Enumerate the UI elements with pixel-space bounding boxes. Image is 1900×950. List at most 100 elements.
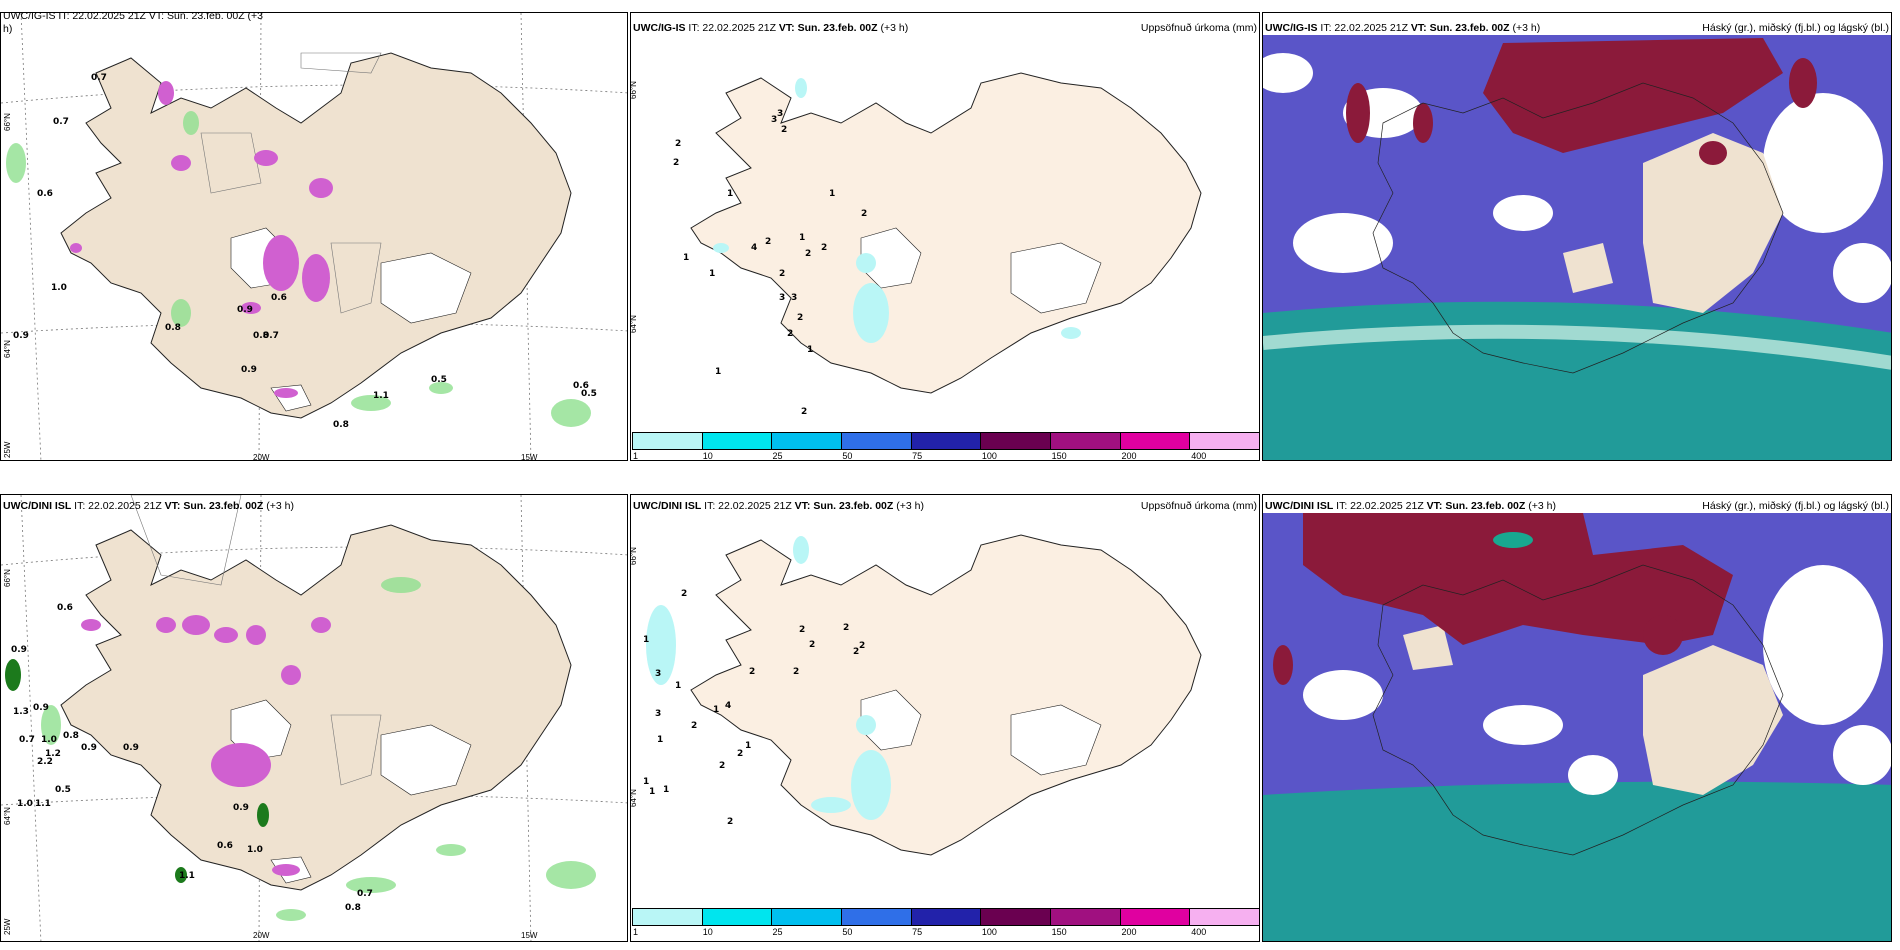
map-value-label: 2 — [749, 667, 756, 677]
panel-bottom-middle-precip: UWC/DINI ISL IT: 22.02.2025 21Z VT: Sun.… — [630, 494, 1260, 942]
iceland-land — [60, 52, 572, 419]
colorbar-tick-label: 10 — [702, 927, 713, 937]
map-value-label: 0.9 — [11, 645, 27, 655]
map-value-label: 1 — [643, 635, 650, 645]
map-value-label: 2 — [765, 237, 772, 247]
map-value-label: 1.0 — [17, 799, 33, 809]
map-value-label: 1 — [745, 741, 752, 751]
map-value-label: 1 — [713, 705, 720, 715]
map-value-label: 0.6 — [37, 189, 53, 199]
map-value-label: 1 — [643, 777, 650, 787]
colorbar-tick-label: 50 — [842, 451, 853, 461]
map-value-label: 2 — [801, 407, 808, 417]
map-value-label: 2 — [805, 249, 812, 259]
map-value-label: 2 — [673, 158, 680, 168]
panel-top-middle-precip: UWC/IG-IS IT: 22.02.2025 21Z VT: Sun. 23… — [630, 12, 1260, 461]
map-bottom-right — [1263, 513, 1891, 941]
map-value-label: 1.0 — [41, 735, 57, 745]
lon-label-20: 20W — [253, 453, 270, 461]
top-middle-header: UWC/IG-IS IT: 22.02.2025 21Z VT: Sun. 23… — [633, 22, 909, 34]
map-value-label: 1 — [663, 785, 670, 795]
map-value-label: 0.9 — [233, 803, 249, 813]
colorbar-segment — [911, 909, 982, 925]
colorbar-tick-label: 1 — [633, 927, 639, 937]
colorbar-tick-label: 10 — [702, 451, 713, 461]
bottom-middle-header: UWC/DINI ISL IT: 22.02.2025 21Z VT: Sun.… — [633, 500, 924, 512]
map-value-label: 0.6 — [57, 603, 73, 613]
map-value-label: 1 — [709, 269, 716, 279]
map-value-label: 0.5 — [581, 389, 597, 399]
lon-label-25: 25W — [3, 441, 12, 458]
map-value-label: 1.1 — [179, 871, 195, 881]
lon-label-20b: 20W — [253, 931, 270, 940]
map-value-label: 1 — [675, 681, 682, 691]
map-value-label: 2 — [781, 125, 788, 135]
colorbar-tick-label: 150 — [1051, 927, 1067, 937]
map-value-label: 1 — [829, 189, 836, 199]
map-value-label: 1.2 — [45, 749, 61, 759]
map-value-label: 1 — [799, 233, 806, 243]
map-value-label: 0.7 — [91, 73, 107, 83]
map-value-label: 3 — [777, 109, 784, 119]
bottom-right-header: UWC/DINI ISL IT: 22.02.2025 21Z VT: Sun.… — [1265, 500, 1556, 512]
colorbar-tick-label: 1 — [633, 451, 639, 461]
colorbar-tick-label: 75 — [912, 451, 923, 461]
colorbar-tick-label: 50 — [842, 927, 853, 937]
map-value-label: 0.9 — [123, 743, 139, 753]
colorbar-segment — [842, 433, 912, 449]
map-value-label: 0.6 — [573, 381, 589, 391]
map-value-label: 1.1 — [35, 799, 51, 809]
map-value-label: 2 — [793, 667, 800, 677]
lat-label-66b: 66°N — [3, 569, 12, 587]
bottom-right-title: Háský (gr.), miðský (fj.bl.) og lágský (… — [1702, 500, 1889, 512]
map-value-label: 3 — [655, 709, 662, 719]
map-value-label: 2 — [821, 243, 828, 253]
map-value-label: 0.8 — [345, 903, 361, 913]
colorbar-segment — [1051, 909, 1121, 925]
map-value-label: 2 — [727, 817, 734, 827]
lat-label-64d: 64°N — [630, 789, 638, 807]
colorbar-segment — [842, 909, 912, 925]
map-value-label: 0.9 — [237, 305, 253, 315]
lat-label-64: 64°N — [3, 340, 12, 358]
colorbar-tick-label: 400 — [1191, 451, 1207, 461]
map-value-label: 1.1 — [373, 391, 389, 401]
map-value-label: 0.9 — [33, 703, 49, 713]
map-top-left — [1, 13, 627, 460]
map-value-label: 0.7 — [53, 117, 69, 127]
map-value-label: 0.9 — [81, 743, 97, 753]
colorbar-top — [632, 432, 1259, 450]
map-value-label: 2 — [843, 623, 850, 633]
map-value-label: 0.8 — [165, 323, 181, 333]
colorbar-tick-label: 100 — [981, 451, 997, 461]
colorbar-segment — [633, 909, 703, 925]
panel-top-left-wind: UWC/IG-IS IT: 22.02.2025 21Z VT: Sun. 23… — [0, 12, 628, 461]
map-value-label: 2 — [799, 625, 806, 635]
map-value-label: 1 — [727, 189, 734, 199]
colorbar-segment — [702, 433, 773, 449]
map-value-label: 2 — [787, 329, 794, 339]
map-value-label: 2 — [797, 313, 804, 323]
map-value-label: 0.5 — [55, 785, 71, 795]
colorbar-tick-label: 150 — [1051, 451, 1067, 461]
map-value-label: 2 — [859, 641, 866, 651]
colorbar-segment — [1120, 433, 1191, 449]
top-right-header: UWC/IG-IS IT: 22.02.2025 21Z VT: Sun. 23… — [1265, 22, 1541, 34]
colorbar-tick-label: 25 — [772, 927, 783, 937]
map-value-label: 1 — [715, 367, 722, 377]
map-value-label: 3 — [779, 293, 786, 303]
map-value-label: 4 — [725, 701, 732, 711]
colorbar-segment — [702, 909, 773, 925]
map-value-label: 2 — [853, 647, 860, 657]
map-value-label: 1 — [683, 253, 690, 263]
map-value-label: 3 — [655, 669, 662, 679]
map-top-middle — [690, 72, 1202, 394]
map-value-label: 1 — [649, 787, 656, 797]
map-value-label: 2 — [809, 640, 816, 650]
map-value-label: 1 — [807, 345, 814, 355]
map-value-label: 0.5 — [431, 375, 447, 385]
map-value-label: 4 — [751, 243, 758, 253]
colorbar-segment — [772, 433, 843, 449]
lat-label-65b: 66°N — [630, 547, 638, 565]
lon-label-15b: 15W — [521, 931, 538, 940]
